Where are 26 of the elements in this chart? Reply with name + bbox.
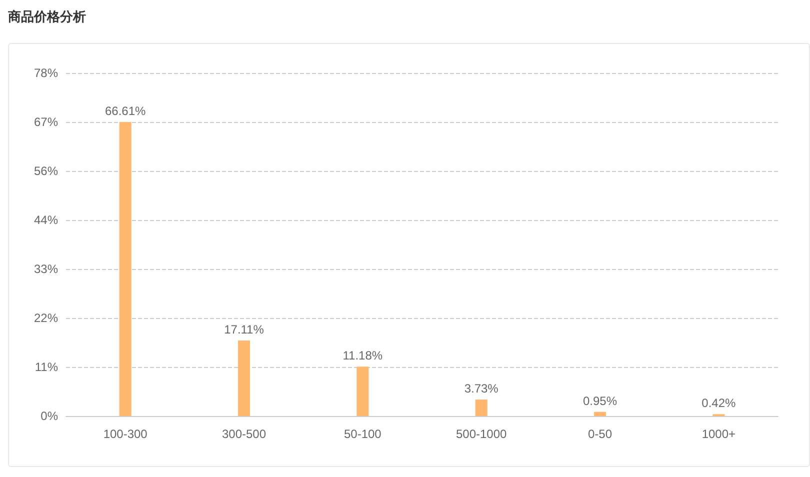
data-label: 3.73% bbox=[464, 382, 499, 396]
chart-title: 商品价格分析 bbox=[8, 8, 86, 26]
x-tick-label: 100-300 bbox=[103, 427, 148, 441]
data-label: 0.42% bbox=[702, 396, 736, 410]
x-tick-label: 300-500 bbox=[222, 427, 266, 441]
bar bbox=[238, 340, 250, 416]
x-tick-label: 500-1000 bbox=[456, 427, 508, 441]
data-label: 0.95% bbox=[582, 394, 618, 408]
bar bbox=[119, 122, 132, 416]
y-tick-label: 67% bbox=[34, 115, 58, 129]
y-tick-label: 22% bbox=[34, 311, 58, 325]
bar bbox=[475, 400, 488, 416]
y-tick-label: 11% bbox=[34, 360, 58, 374]
x-tick-label: 50-100 bbox=[344, 427, 382, 441]
data-label: 11.18% bbox=[342, 348, 383, 363]
y-tick-label: 0% bbox=[40, 409, 58, 423]
x-tick-label: 1000+ bbox=[702, 427, 736, 441]
y-tick-label: 33% bbox=[34, 262, 58, 276]
y-tick-label: 44% bbox=[34, 213, 58, 227]
x-tick-label: 0-50 bbox=[588, 427, 612, 441]
bar bbox=[356, 366, 369, 416]
y-tick-label: 78% bbox=[34, 66, 58, 80]
bar bbox=[594, 412, 606, 416]
data-label: 66.61% bbox=[104, 104, 146, 118]
data-label: 17.11% bbox=[224, 322, 264, 336]
y-tick-label: 56% bbox=[34, 164, 58, 178]
